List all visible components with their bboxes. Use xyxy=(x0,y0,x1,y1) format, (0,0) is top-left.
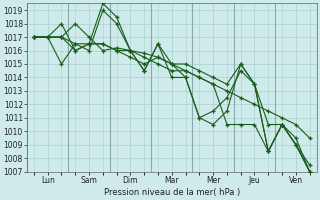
X-axis label: Pression niveau de la mer( hPa ): Pression niveau de la mer( hPa ) xyxy=(104,188,240,197)
